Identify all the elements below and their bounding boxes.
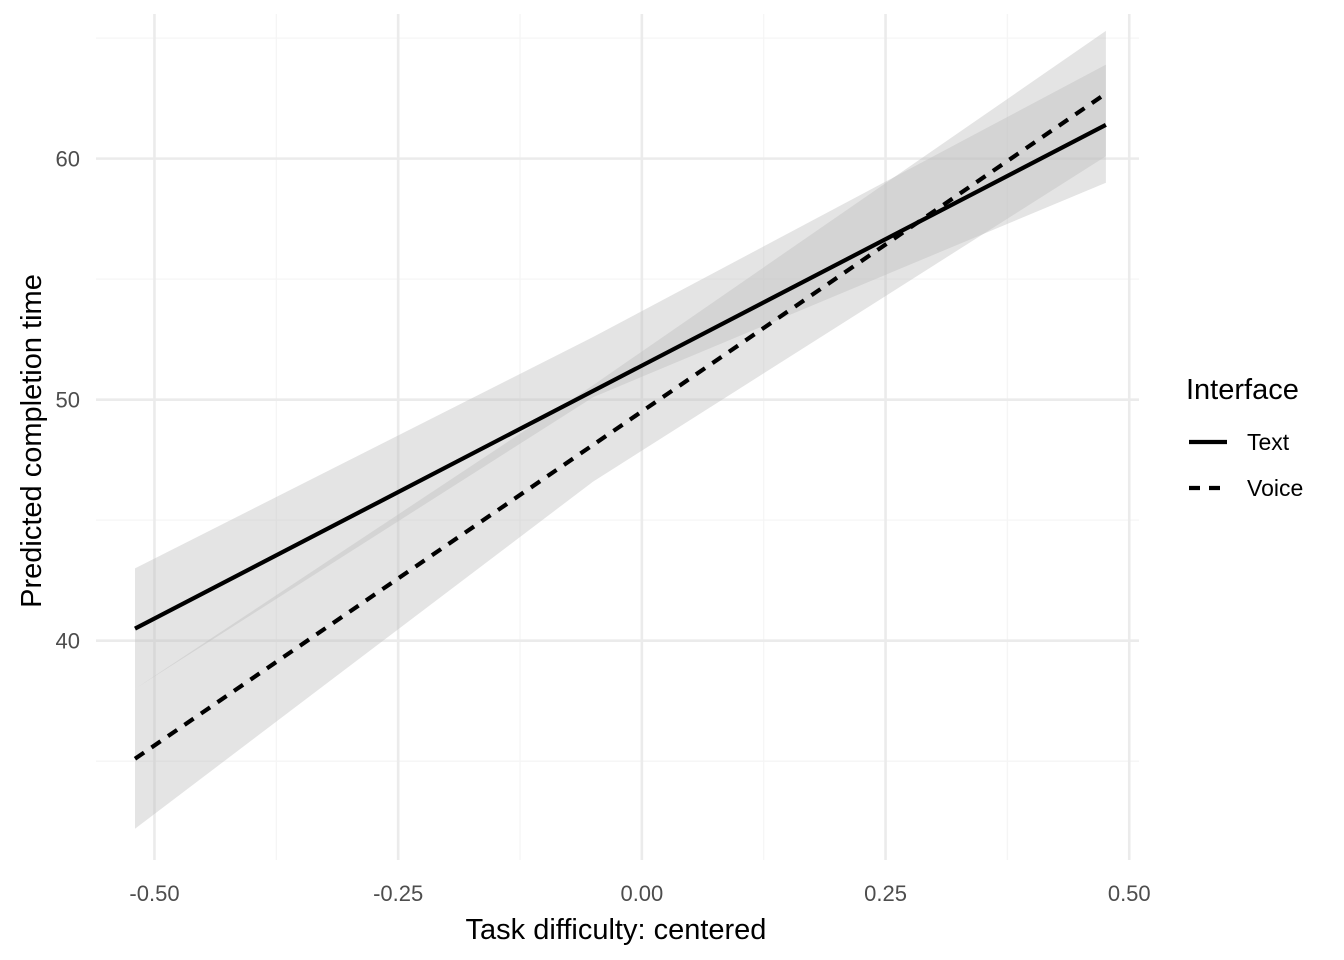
x-axis-tick-labels: -0.50 -0.25 0.00 0.25 0.50 (129, 881, 1150, 906)
confidence-bands (135, 30, 1106, 829)
x-tick-label: -0.50 (129, 881, 179, 906)
major-gridlines (96, 14, 1139, 860)
legend-label-text: Text (1247, 429, 1290, 455)
ci-band-voice (135, 30, 1106, 829)
y-tick-label: 40 (56, 629, 80, 654)
x-tick-label: 0.50 (1108, 881, 1151, 906)
minor-gridlines (96, 14, 1139, 860)
series-line-voice (133, 91, 1108, 761)
x-tick-label: 0.25 (864, 881, 907, 906)
legend-title: Interface (1186, 374, 1299, 406)
series-line-text (134, 123, 1107, 631)
y-axis-title: Predicted completion time (16, 274, 48, 608)
legend-entries: Text Voice (1189, 429, 1303, 501)
y-tick-label: 50 (56, 388, 80, 413)
series-lines (133, 91, 1108, 761)
legend-label-voice: Voice (1247, 475, 1303, 501)
x-tick-label: 0.00 (620, 881, 663, 906)
legend: Interface Text Voice (1186, 374, 1303, 501)
y-axis-tick-labels: 40 50 60 (56, 147, 80, 654)
x-tick-label: -0.25 (373, 881, 423, 906)
y-tick-label: 60 (56, 147, 80, 172)
x-axis-title: Task difficulty: centered (466, 914, 767, 946)
